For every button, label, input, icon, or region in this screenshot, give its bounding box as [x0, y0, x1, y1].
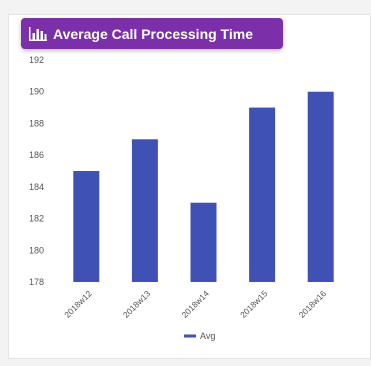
x-tick-label: 2018w12 [62, 288, 94, 320]
y-tick-label: 182 [29, 214, 44, 224]
y-tick-label: 188 [29, 118, 44, 128]
bar[interactable] [307, 91, 334, 282]
y-tick-label: 186 [29, 150, 44, 160]
legend-label[interactable]: Avg [200, 331, 215, 341]
x-tick-label: 2018w14 [179, 288, 211, 320]
bar[interactable] [249, 107, 276, 282]
chart-header: Average Call Processing Time [21, 18, 283, 49]
y-tick-label: 180 [29, 245, 44, 255]
chart-title: Average Call Processing Time [53, 25, 253, 42]
y-tick-label: 192 [29, 55, 44, 65]
bar[interactable] [131, 139, 158, 282]
y-tick-label: 190 [29, 87, 44, 97]
x-tick-label: 2018w16 [297, 288, 329, 320]
x-tick-label: 2018w15 [238, 288, 270, 320]
y-tick-label: 184 [29, 182, 44, 192]
bar[interactable] [190, 202, 217, 282]
bar[interactable] [73, 171, 100, 282]
bar-chart-icon [29, 26, 47, 41]
y-tick-label: 178 [29, 277, 44, 287]
x-tick-label: 2018w13 [121, 288, 153, 320]
